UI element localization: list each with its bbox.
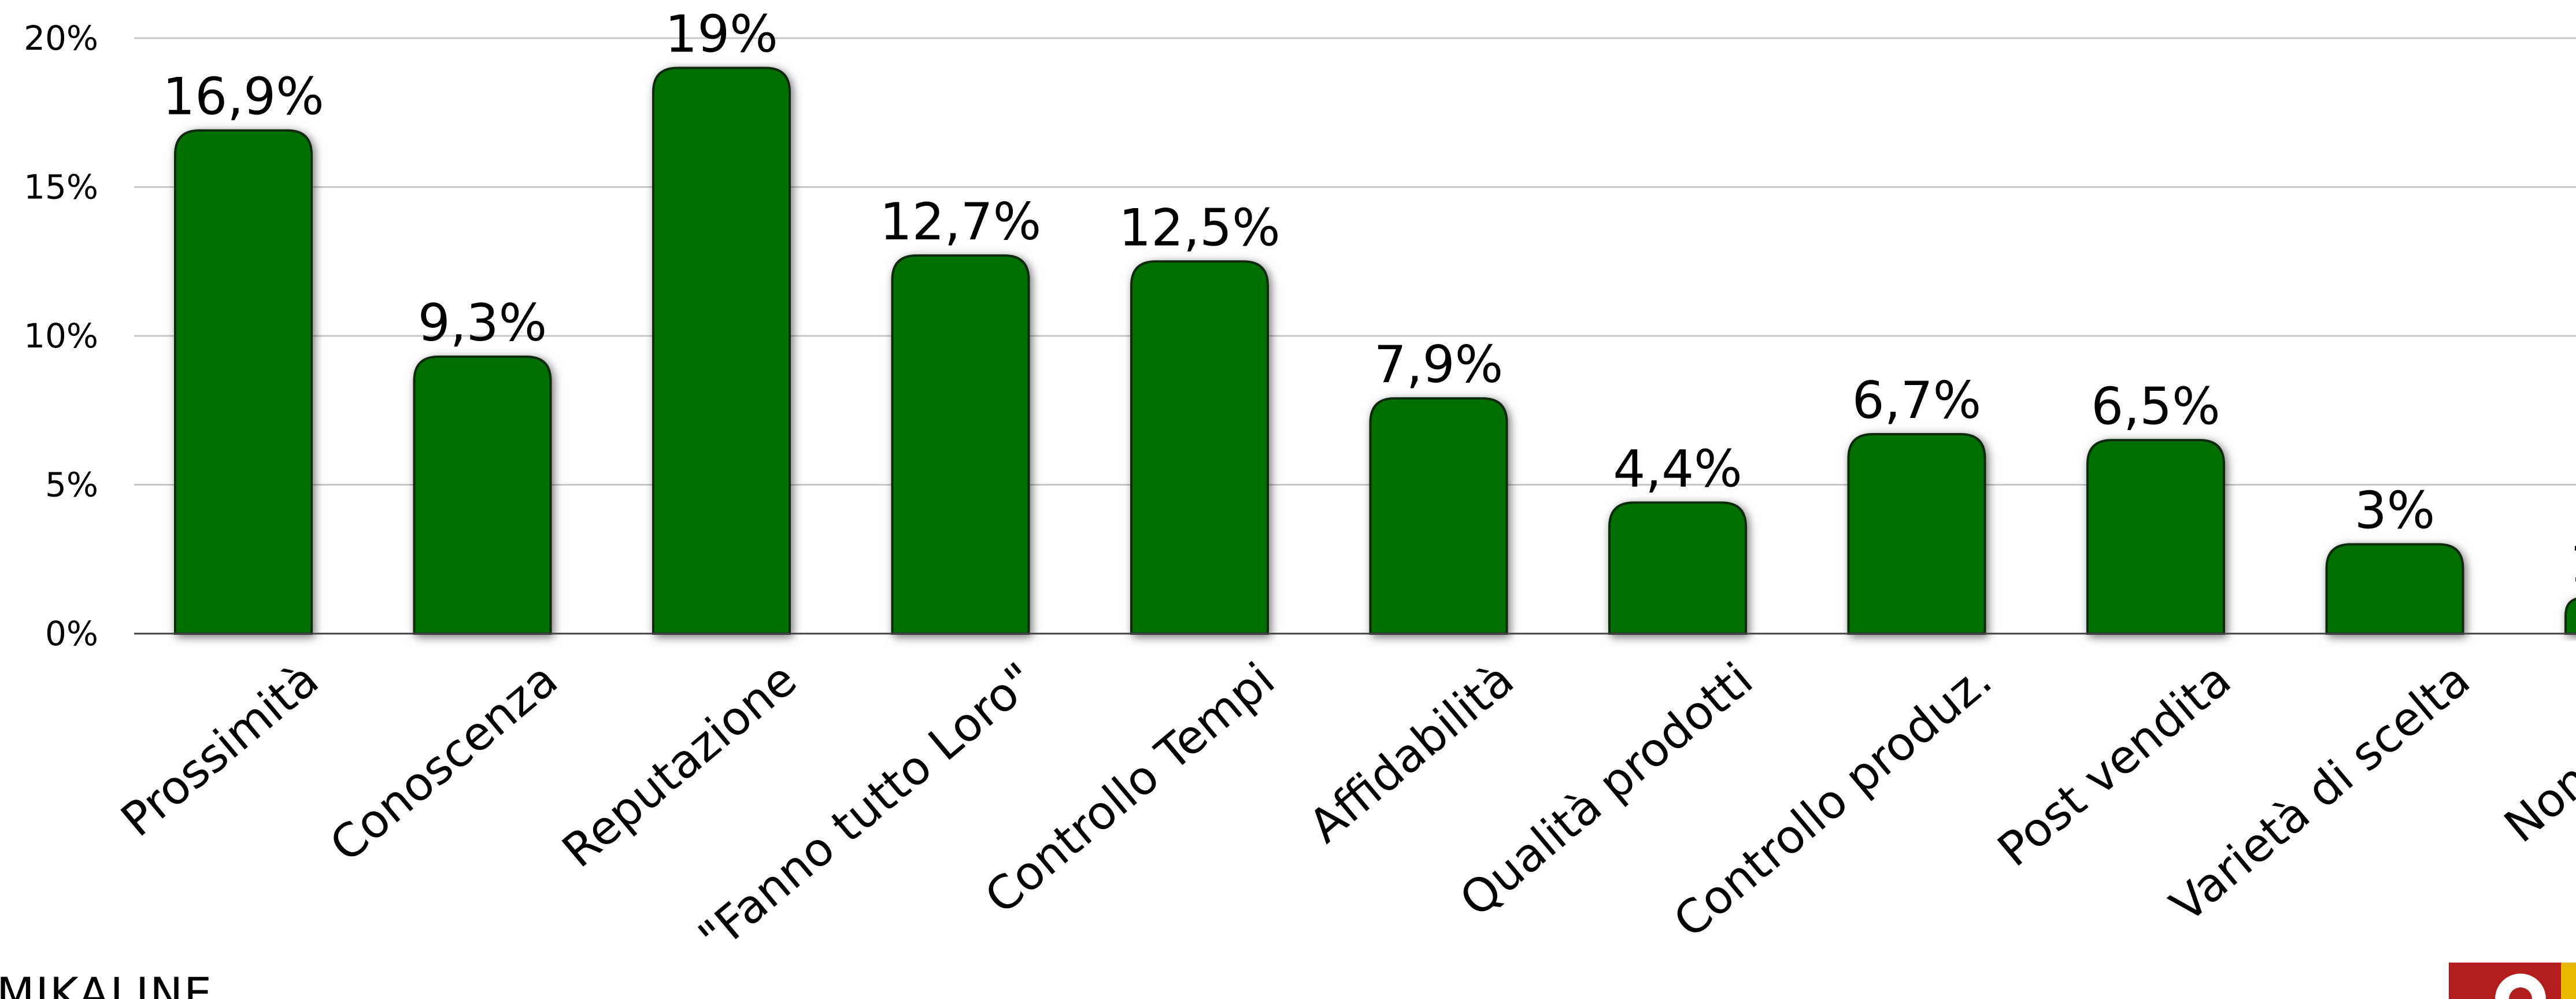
bar [413, 356, 552, 635]
bar [652, 66, 791, 635]
bar [1130, 260, 1269, 635]
bar [1847, 432, 1986, 635]
brand-logo-mark [2449, 963, 2576, 999]
x-tick-label: Non saprei [2494, 652, 2576, 853]
y-tick-label: 5% [45, 465, 98, 505]
data-label: 12,7% [880, 192, 1042, 251]
bar [174, 129, 313, 635]
data-labels: 16,9% 9,3% 19% 12,7% 12,5% 7,9% 4,4% 6,7% 6,5% 3%… [162, 5, 2576, 594]
x-tick-label: Conoscenza [320, 652, 567, 872]
bar [1369, 397, 1508, 635]
data-label: 6,5% [2091, 376, 2220, 436]
data-label: 7,9% [1374, 335, 1504, 394]
data-label: 4,4% [1613, 439, 1742, 498]
brand-logo-text: MIKALINE [0, 968, 213, 999]
bar [2325, 543, 2464, 635]
data-label: 6,7% [1852, 371, 1982, 430]
x-tick-label: Reputazione [552, 652, 806, 878]
y-tick-label: 0% [45, 614, 98, 653]
data-label: 1,2% [2569, 534, 2576, 594]
data-label: 3% [2355, 481, 2436, 541]
x-tick-label: Prossimità [111, 652, 328, 847]
bar [891, 254, 1030, 635]
data-label: 12,5% [1119, 198, 1280, 257]
data-label: 9,3% [418, 293, 547, 353]
y-tick-label: 20% [24, 18, 98, 58]
y-tick-label: 15% [24, 168, 98, 207]
data-label: 19% [665, 5, 778, 64]
bar [2564, 597, 2576, 635]
y-tick-label: 10% [24, 316, 98, 356]
bar [2086, 439, 2225, 635]
x-tick-label: Affidabilità [1299, 652, 1524, 853]
data-label: 16,9% [162, 67, 324, 127]
bar [1608, 501, 1747, 635]
x-tick-label: Post vendita [1987, 652, 2241, 876]
bars [174, 66, 2576, 635]
y-axis: 0% 5% 10% 15% 20% [24, 18, 98, 653]
